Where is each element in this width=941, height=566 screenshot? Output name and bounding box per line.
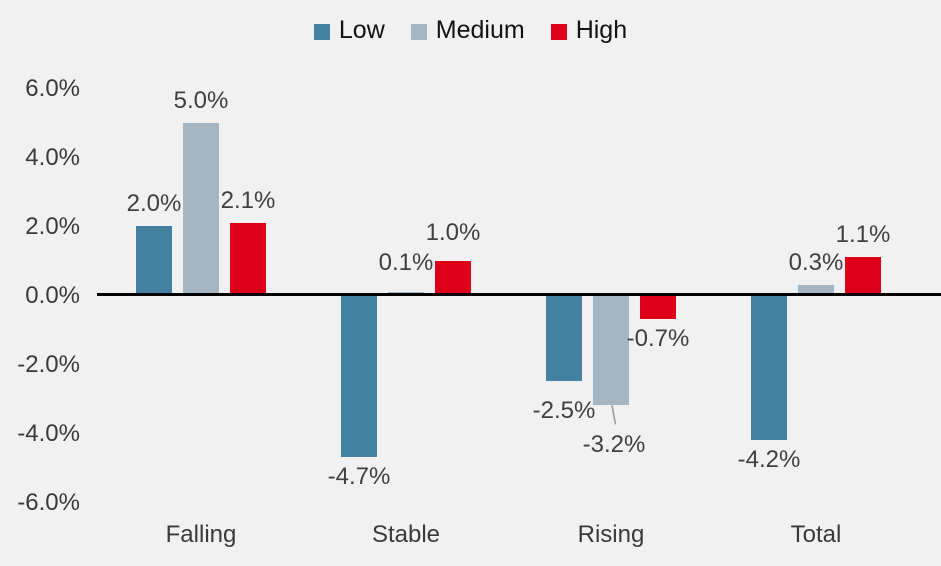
y-tick-4: -2.0%	[17, 351, 80, 378]
bar-low-total	[751, 295, 787, 440]
zero-axis-line	[97, 293, 941, 296]
data-label-high-rising: -0.7%	[626, 325, 690, 353]
bar-high-rising	[640, 295, 676, 320]
x-label-falling: Falling	[165, 521, 237, 548]
x-label-total: Total	[790, 521, 842, 548]
data-label-low-falling: 2.0%	[126, 190, 182, 217]
data-label-medium-falling: 5.0%	[173, 86, 229, 114]
bar-low-rising	[546, 295, 582, 382]
legend-label-high: High	[575, 16, 628, 44]
legend-swatch-medium	[410, 23, 427, 40]
data-label-low-rising: -2.5%	[532, 397, 596, 425]
bar-medium-falling	[183, 122, 219, 295]
legend-label-low: Low	[338, 16, 385, 44]
legend-swatch-low	[313, 23, 330, 40]
bar-high-falling	[230, 222, 266, 295]
legend-item-high: High	[550, 16, 628, 45]
y-tick-3: 0.0%	[25, 282, 80, 309]
y-tick-0: 6.0%	[25, 75, 80, 102]
legend-item-low: Low	[313, 16, 385, 45]
y-tick-1: 4.0%	[25, 144, 80, 171]
data-label-medium-stable: 0.1%	[378, 248, 434, 276]
data-label-low-stable: -4.7%	[327, 463, 391, 491]
bar-high-stable	[435, 260, 471, 295]
x-label-stable: Stable	[371, 521, 441, 548]
legend-label-medium: Medium	[435, 16, 525, 44]
y-tick-6: -6.0%	[17, 489, 80, 516]
y-tick-5: -4.0%	[17, 420, 80, 447]
data-label-high-total: 1.1%	[835, 221, 891, 249]
data-label-high-falling: 2.1%	[220, 186, 276, 214]
legend-swatch-high	[550, 23, 567, 40]
legend-item-medium: Medium	[410, 16, 525, 45]
bar-low-stable	[341, 295, 377, 458]
data-label-low-total: -4.2%	[737, 445, 801, 473]
data-label-medium-total: 0.3%	[788, 248, 844, 276]
x-label-rising: Rising	[577, 521, 645, 548]
data-label-medium-rising: -3.2%	[582, 431, 646, 459]
data-label-high-stable: 1.0%	[425, 218, 481, 246]
bar-high-total	[845, 257, 881, 295]
bar-low-falling	[136, 226, 172, 295]
bar-medium-rising	[593, 295, 629, 406]
legend: Low Medium High	[0, 16, 941, 45]
bar-medium-total	[798, 284, 834, 295]
y-tick-2: 2.0%	[25, 213, 80, 240]
